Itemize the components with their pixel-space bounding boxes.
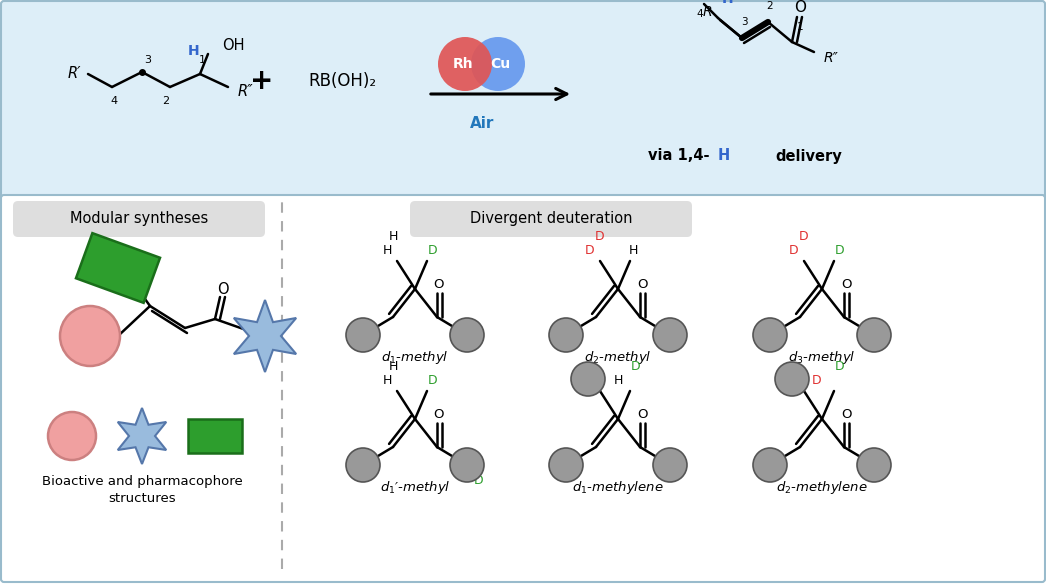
Text: D: D [789, 245, 799, 258]
FancyBboxPatch shape [1, 1, 1045, 199]
Circle shape [549, 318, 583, 352]
Circle shape [60, 306, 120, 366]
Text: Cu: Cu [490, 57, 510, 71]
FancyBboxPatch shape [13, 201, 265, 237]
Text: R: R [702, 5, 712, 19]
Circle shape [775, 362, 809, 396]
Text: 4: 4 [697, 9, 703, 19]
Text: D: D [835, 245, 845, 258]
Text: delivery: delivery [775, 148, 842, 164]
Text: 2: 2 [767, 1, 773, 11]
Text: D: D [631, 360, 641, 374]
Text: D: D [585, 245, 595, 258]
Circle shape [48, 412, 96, 460]
Text: $d_1$-methyl: $d_1$-methyl [381, 349, 449, 366]
Circle shape [857, 448, 891, 482]
Text: H: H [388, 360, 397, 374]
FancyBboxPatch shape [1, 195, 1045, 582]
Text: D: D [428, 245, 438, 258]
Text: $d_1$′-methyl: $d_1$′-methyl [380, 478, 450, 495]
Text: H: H [382, 374, 391, 388]
Text: O: O [794, 1, 806, 16]
Text: O: O [434, 277, 445, 290]
Text: 3: 3 [741, 17, 747, 27]
Text: D: D [428, 374, 438, 388]
Text: D: D [812, 374, 822, 388]
Circle shape [857, 318, 891, 352]
Circle shape [450, 318, 484, 352]
Text: 4: 4 [111, 96, 117, 106]
Polygon shape [118, 408, 166, 464]
Text: H: H [382, 245, 391, 258]
Circle shape [653, 448, 687, 482]
Text: 1: 1 [199, 55, 205, 65]
Text: 2: 2 [162, 96, 169, 106]
Text: 1: 1 [797, 22, 803, 32]
Text: O: O [218, 281, 229, 297]
Text: R′: R′ [67, 67, 81, 82]
Text: D: D [595, 231, 605, 244]
Text: O: O [637, 408, 647, 420]
Text: H: H [722, 0, 734, 6]
Text: R″: R″ [824, 51, 839, 65]
Text: O: O [841, 277, 851, 290]
Text: D: D [474, 474, 484, 488]
Text: OH: OH [222, 39, 245, 54]
Text: Bioactive and pharmacophore: Bioactive and pharmacophore [42, 474, 243, 488]
Text: O: O [637, 277, 647, 290]
Circle shape [450, 448, 484, 482]
Text: H: H [388, 231, 397, 244]
Text: H: H [629, 245, 638, 258]
Text: Divergent deuteration: Divergent deuteration [470, 211, 632, 227]
Circle shape [571, 362, 605, 396]
Text: D: D [835, 360, 845, 374]
Text: $d_1$-methylene: $d_1$-methylene [572, 478, 664, 495]
Circle shape [549, 448, 583, 482]
Text: O: O [841, 408, 851, 420]
Text: $d_2$-methyl: $d_2$-methyl [585, 349, 652, 366]
Text: H: H [613, 374, 622, 388]
Text: Rh: Rh [453, 57, 473, 71]
Text: Air: Air [470, 116, 494, 131]
Text: $d_3$-methyl: $d_3$-methyl [789, 349, 856, 366]
Text: R″: R″ [238, 85, 253, 99]
Text: H: H [188, 44, 200, 58]
Text: via 1,4-: via 1,4- [649, 148, 710, 164]
Circle shape [753, 448, 787, 482]
Polygon shape [76, 233, 160, 303]
Text: RB(OH)₂: RB(OH)₂ [308, 72, 377, 90]
Text: $d_2$-methylene: $d_2$-methylene [776, 478, 868, 495]
Text: D: D [799, 231, 809, 244]
Text: H: H [718, 148, 730, 164]
Circle shape [753, 318, 787, 352]
Circle shape [346, 448, 380, 482]
Circle shape [653, 318, 687, 352]
Text: O: O [434, 408, 445, 420]
Text: Modular syntheses: Modular syntheses [70, 211, 208, 227]
Circle shape [438, 37, 492, 91]
Text: 3: 3 [144, 55, 152, 65]
Circle shape [471, 37, 525, 91]
Text: R′: R′ [685, 0, 698, 3]
Circle shape [346, 318, 380, 352]
Text: +: + [250, 67, 274, 95]
Polygon shape [234, 300, 296, 372]
FancyBboxPatch shape [410, 201, 692, 237]
Text: structures: structures [108, 492, 176, 506]
Polygon shape [188, 419, 242, 453]
